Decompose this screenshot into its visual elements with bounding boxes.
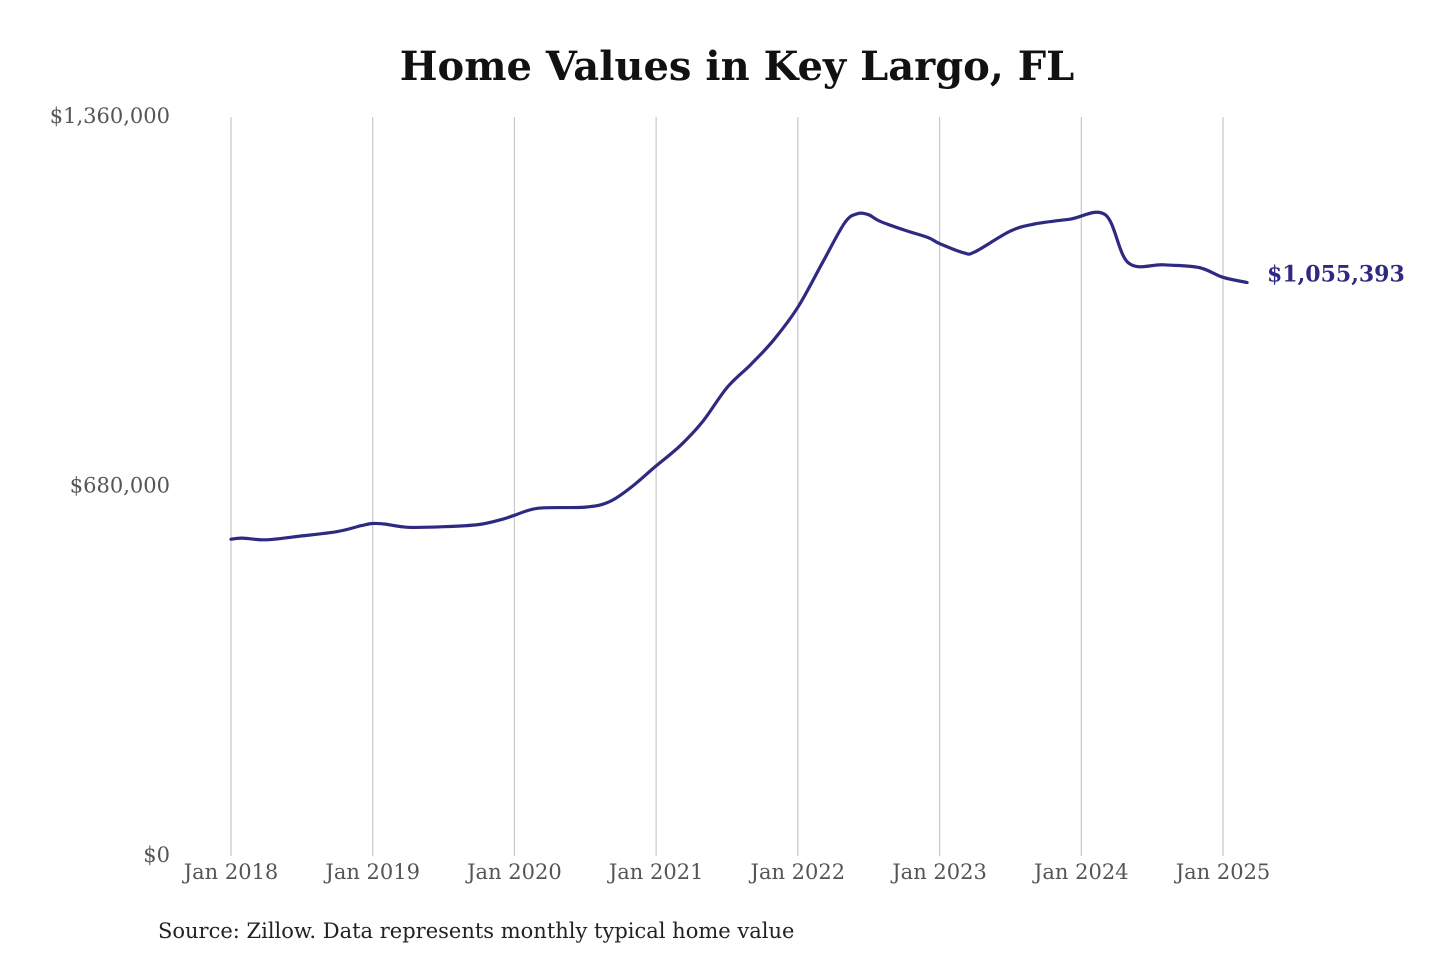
x-tick-label: Jan 2021 — [607, 860, 704, 884]
y-tick-label: $680,000 — [70, 474, 170, 498]
x-tick-label: Jan 2019 — [323, 860, 420, 884]
chart-title: Home Values in Key Largo, FL — [400, 43, 1074, 90]
y-tick-label: $1,360,000 — [50, 104, 170, 128]
end-value-label: $1,055,393 — [1267, 262, 1405, 288]
y-tick-label: $0 — [143, 843, 170, 867]
x-tick-label: Jan 2020 — [465, 860, 562, 884]
vertical-gridlines — [230, 117, 1224, 856]
x-tick-label: Jan 2018 — [182, 860, 279, 884]
x-tick-label: Jan 2024 — [1032, 860, 1129, 884]
x-tick-label: Jan 2023 — [890, 860, 987, 884]
x-tick-label: Jan 2025 — [1174, 860, 1271, 884]
source-note: Source: Zillow. Data represents monthly … — [158, 919, 794, 943]
x-axis-tick-labels: Jan 2018 Jan 2019 Jan 2020 Jan 2021 Jan 2022… — [182, 860, 1271, 884]
x-tick-label: Jan 2022 — [749, 860, 846, 884]
y-axis-tick-labels: $0 $680,000 $1,360,000 — [50, 104, 170, 867]
series-line — [229, 210, 1249, 542]
